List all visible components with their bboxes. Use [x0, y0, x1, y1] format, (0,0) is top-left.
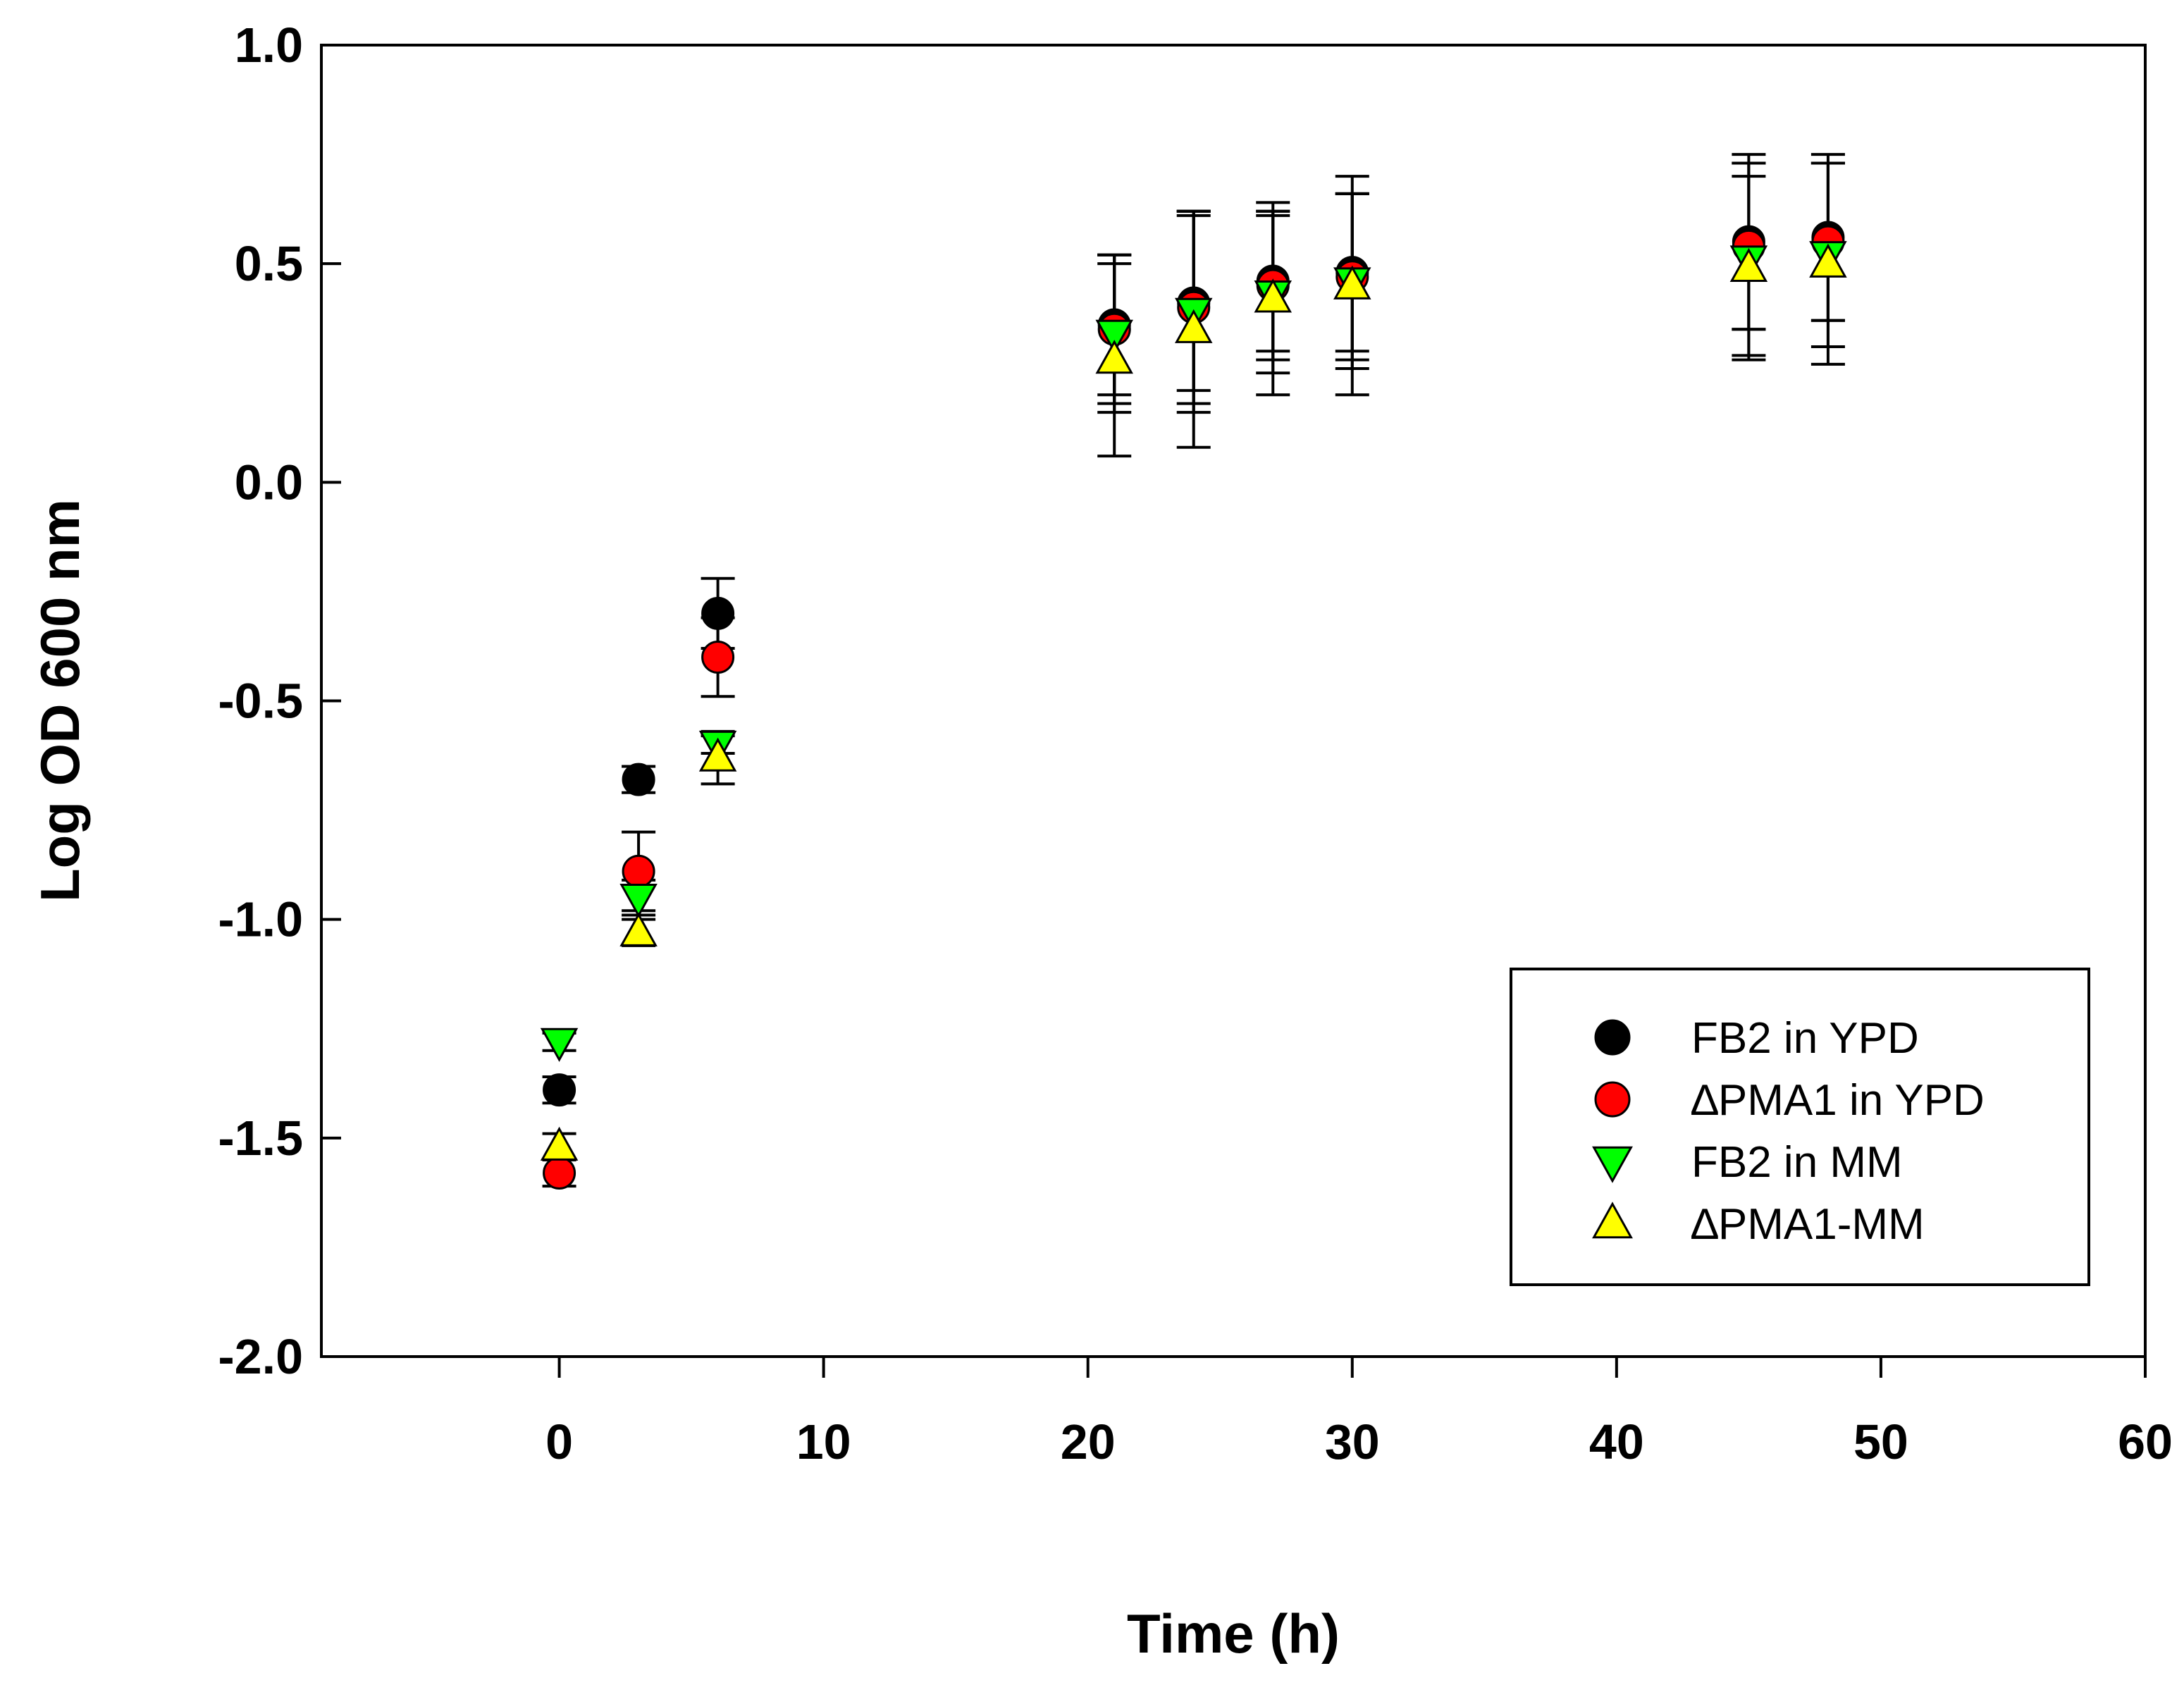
x-tick-label: 30 [1325, 1414, 1380, 1469]
y-axis-title: Log OD 600 nm [29, 499, 91, 902]
y-tick-label: -1.5 [218, 1111, 303, 1166]
data-point [619, 884, 658, 918]
y-tick-label: -1.0 [218, 892, 303, 947]
data-point [1095, 340, 1133, 374]
data-point [1254, 278, 1292, 313]
x-tick-label: 20 [1061, 1414, 1116, 1469]
data-markers [540, 221, 1847, 1190]
legend-marker [1594, 1081, 1631, 1118]
data-point [540, 1027, 579, 1062]
legend-label: ∆PMA1 in YPD [1691, 1076, 1985, 1125]
data-point [701, 596, 735, 630]
data-point [1333, 265, 1371, 300]
y-tick-label: -0.5 [218, 674, 303, 729]
y-tick-label: 1.0 [235, 18, 303, 73]
y-axis: 1.0 0.5 0.0 -0.5 -1.0 -1.5 -2.0 [218, 18, 341, 1384]
x-tick-label: 50 [1853, 1414, 1908, 1469]
x-axis-title: Time (h) [1127, 1603, 1340, 1665]
data-point [1174, 309, 1213, 343]
data-point [619, 912, 658, 946]
legend-marker [1592, 1202, 1633, 1239]
data-point [622, 854, 655, 888]
legend-label: FB2 in MM [1691, 1138, 1903, 1187]
legend: FB2 in YPD ∆PMA1 in YPD FB2 in MM ∆PMA1-MM [1510, 968, 2090, 1286]
data-point [540, 1126, 579, 1161]
data-point [1729, 247, 1768, 283]
y-tick-label: -2.0 [218, 1329, 303, 1384]
data-point [1809, 243, 1847, 278]
x-axis: 0 10 20 30 40 50 60 [545, 1357, 2173, 1469]
x-tick-label: 0 [545, 1414, 573, 1469]
data-point [543, 1073, 576, 1107]
data-point [543, 1156, 576, 1190]
data-point [1095, 319, 1133, 354]
x-tick-label: 40 [1589, 1414, 1644, 1469]
y-tick-label: 0.0 [235, 455, 303, 510]
legend-label: FB2 in YPD [1691, 1014, 1919, 1063]
x-tick-label: 60 [2118, 1414, 2173, 1469]
legend-marker [1592, 1146, 1633, 1183]
legend-label: ∆PMA1-MM [1691, 1200, 1925, 1249]
data-point [622, 763, 655, 796]
data-point [701, 640, 735, 674]
legend-marker [1594, 1019, 1631, 1056]
y-tick-label: 0.5 [235, 236, 303, 291]
data-point [698, 737, 737, 772]
x-tick-label: 10 [796, 1414, 851, 1469]
